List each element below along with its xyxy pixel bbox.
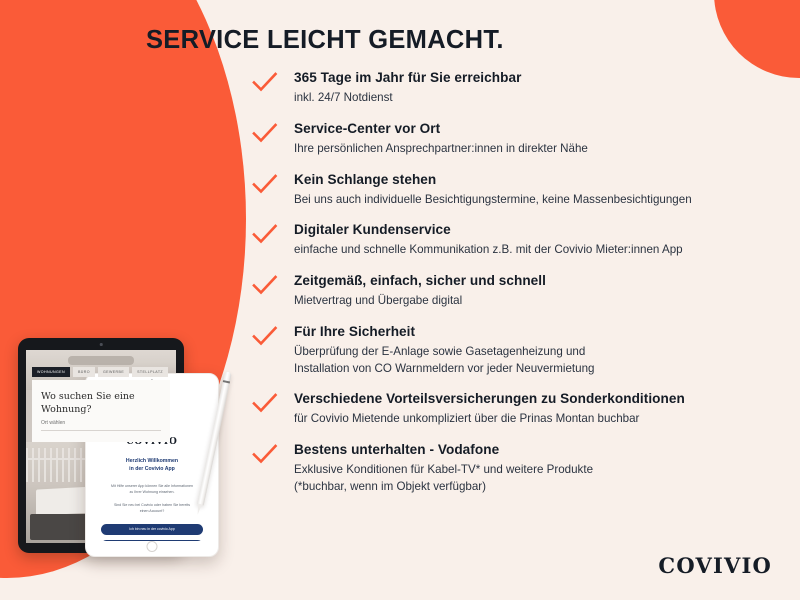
nav-tab-wohnungen[interactable]: WOHNUNGEN — [32, 367, 70, 377]
list-item: Kein Schlange stehen Bei uns auch indivi… — [252, 172, 787, 209]
benefit-description-line: Überprüfung der E-Anlage sowie Gasetagen… — [294, 344, 586, 358]
list-item: Service-Center vor Ort Ihre persönlichen… — [252, 121, 787, 158]
list-item: Für Ihre Sicherheit Überprüfung der E-An… — [252, 324, 787, 378]
app-body-line2: zu Ihrer Wohnung einsehen. — [129, 489, 175, 494]
benefit-title: Bestens unterhalten - Vodafone — [294, 442, 500, 458]
benefit-description-line: Exklusive Konditionen für Kabel-TV* und … — [294, 463, 594, 477]
benefit-description-line: Installation von CO Warnmeldern vor jede… — [294, 361, 595, 375]
search-card: Wo suchen Sie eine Wohnung? Ort wählen — [32, 380, 170, 442]
list-item: Verschiedene Vorteilsversicherungen zu S… — [252, 391, 787, 428]
website-nav: WOHNUNGEN BÜRO GEWERBE STELLPLATZ — [32, 367, 169, 377]
benefit-description-line: Ihre persönlichen Ansprechpartner:innen … — [294, 141, 588, 155]
app-existing-user-button[interactable]: Ich habe die covivio App bereits verwend… — [101, 540, 203, 541]
check-icon — [252, 443, 278, 465]
benefit-description: Bei uns auch individuelle Besichtigungst… — [294, 192, 787, 209]
benefit-description: einfache und schnelle Kommunikation z.B.… — [294, 242, 787, 259]
check-icon — [252, 122, 278, 144]
check-icon — [252, 274, 278, 296]
benefit-description-line: (*buchbar, wenn im Objekt verfügbar) — [294, 480, 487, 494]
divider — [41, 430, 161, 431]
benefit-description: für Covivio Mietende unkompliziert über … — [294, 411, 787, 428]
app-body-line1: Mit Hilfe unserer App können Sie alle In… — [111, 483, 193, 488]
app-welcome-line1: Herzlich Willkommen — [125, 458, 179, 464]
app-new-user-button[interactable]: Ich bin neu in der covivio App — [101, 524, 203, 536]
check-icon — [252, 173, 278, 195]
benefit-title: Digitaler Kundenservice — [294, 222, 451, 238]
app-body-text: Mit Hilfe unserer App können Sie alle In… — [92, 483, 212, 514]
benefit-description: Ihre persönlichen Ansprechpartner:innen … — [294, 141, 787, 158]
benefit-title: Service-Center vor Ort — [294, 120, 441, 136]
list-item: Digitaler Kundenservice einfache und sch… — [252, 222, 787, 259]
search-heading-line1: Wo suchen Sie eine — [41, 391, 135, 402]
benefits-list: 365 Tage im Jahr für Sie erreichbar inkl… — [252, 70, 787, 496]
check-icon — [252, 223, 278, 245]
benefit-description-line: inkl. 24/7 Notdienst — [294, 90, 393, 104]
nav-tab-buero[interactable]: BÜRO — [72, 367, 95, 377]
benefit-description: Überprüfung der E-Anlage sowie Gasetagen… — [294, 344, 787, 378]
benefit-description-line: Bei uns auch individuelle Besichtigungst… — [294, 192, 692, 206]
app-wordmark: COVIVIO — [126, 437, 178, 447]
list-item: Zeitgemäß, einfach, sicher und schnell M… — [252, 273, 787, 310]
list-item: 365 Tage im Jahr für Sie erreichbar inkl… — [252, 70, 787, 107]
app-button-group: Ich bin neu in der covivio App Ich habe … — [92, 524, 212, 541]
list-item: Bestens unterhalten - Vodafone Exklusive… — [252, 442, 787, 496]
check-icon — [252, 71, 278, 93]
page-title: SERVICE LEICHT GEMACHT. — [146, 26, 504, 54]
app-welcome-line2: in der Covivio App — [129, 465, 175, 472]
device-mockup-group: WOHNUNGEN BÜRO GEWERBE STELLPLATZ Wo suc… — [0, 325, 270, 585]
nav-tab-stellplatz[interactable]: STELLPLATZ — [132, 367, 169, 377]
benefit-description-line: einfache und schnelle Kommunikation z.B.… — [294, 243, 683, 257]
location-select[interactable]: Ort wählen — [41, 420, 66, 426]
app-body-line4: einen Account? — [139, 508, 165, 513]
search-heading-line2: Wohnung? — [41, 403, 92, 415]
benefit-description: inkl. 24/7 Notdienst — [294, 90, 787, 107]
app-body-line3: Sind Sie neu bei Covivio oder haben Sie … — [113, 502, 191, 507]
benefit-title: Kein Schlange stehen — [294, 171, 437, 187]
app-welcome-heading: Herzlich Willkommen in der Covivio App — [92, 458, 212, 474]
benefit-description: Mietvertrag und Übergabe digital — [294, 293, 787, 310]
covivio-logo: COVIVIO — [658, 553, 772, 578]
benefit-title: Für Ihre Sicherheit — [294, 323, 416, 339]
benefit-description-line: Mietvertrag und Übergabe digital — [294, 294, 463, 308]
benefit-description: Exklusive Konditionen für Kabel-TV* und … — [294, 462, 787, 496]
benefit-title: Zeitgemäß, einfach, sicher und schnell — [294, 273, 546, 289]
benefit-description-line: für Covivio Mietende unkompliziert über … — [294, 412, 640, 426]
pencil-tip — [195, 503, 203, 516]
benefit-title: Verschiedene Vorteilsversicherungen zu S… — [294, 391, 685, 407]
check-icon — [252, 392, 278, 414]
check-icon — [252, 325, 278, 347]
nav-tab-gewerbe[interactable]: GEWERBE — [97, 367, 130, 377]
decorative-orange-circle-top-right — [714, 0, 800, 78]
home-button-icon[interactable] — [146, 541, 158, 552]
benefit-title: 365 Tage im Jahr für Sie erreichbar — [294, 70, 522, 85]
search-heading: Wo suchen Sie eine Wohnung? — [41, 391, 135, 417]
camera-icon — [99, 343, 103, 346]
